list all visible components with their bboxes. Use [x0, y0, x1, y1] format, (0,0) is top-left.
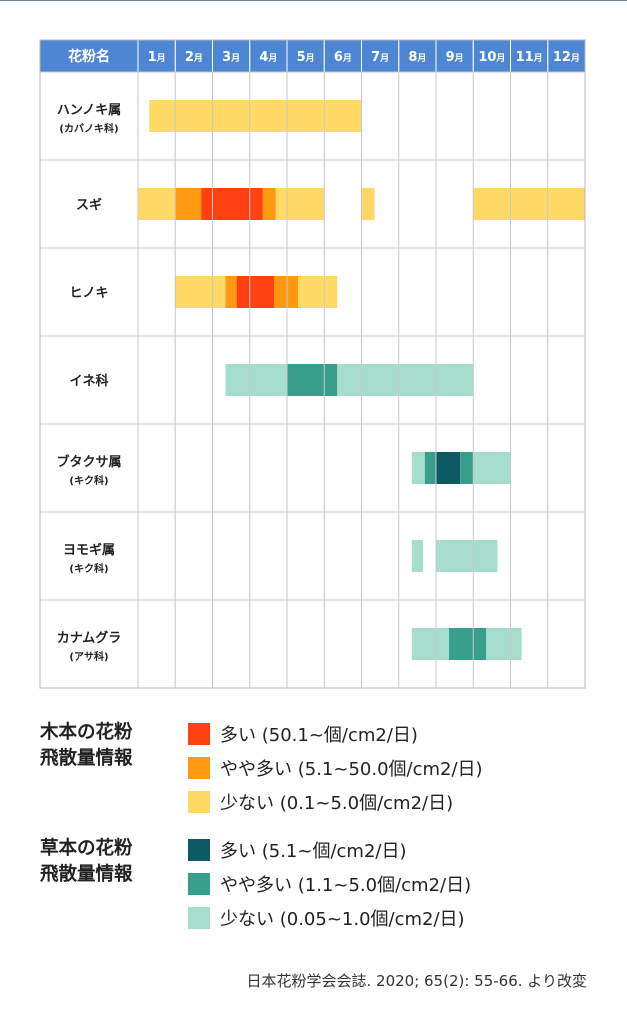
legend-swatch: [188, 791, 210, 813]
pollen-bar-segment: [460, 452, 474, 484]
row-sublabel: (キク科): [69, 562, 108, 575]
legend-grass-high: 多い (5.1~個/cm2/日): [188, 838, 407, 862]
top-divider: [0, 0, 627, 1]
legend-swatch: [188, 907, 210, 929]
month-tick-label: 1月: [148, 50, 166, 65]
month-tick-label: 10月: [478, 50, 505, 65]
month-tick-label: 2月: [185, 50, 203, 65]
month-tick-label: 4月: [259, 50, 277, 65]
legend-label: 多い (5.1~個/cm2/日): [220, 841, 407, 862]
row-sublabel: (カバノキ科): [59, 122, 118, 135]
month-tick-label: 12月: [553, 50, 580, 65]
row-label: ハンノキ属: [57, 103, 121, 118]
pollen-bar-segment: [138, 188, 176, 220]
pollen-bar-segment: [236, 276, 274, 308]
pollen-bar-segment: [473, 452, 511, 484]
row-label: スギ: [76, 197, 102, 213]
pollen-bar-segment: [473, 188, 585, 220]
row-label: ヒノキ: [69, 286, 108, 301]
legend-label: 多い (50.1~個/cm2/日): [220, 725, 418, 746]
month-tick-label: 11月: [516, 50, 543, 65]
month-tick-label: 7月: [371, 50, 389, 65]
legend-label: やや多い (5.1~50.0個/cm2/日): [220, 759, 483, 780]
legend-label: やや多い (1.1~5.0個/cm2/日): [220, 875, 472, 896]
month-tick-label: 6月: [334, 50, 352, 65]
legend-tree-high: 多い (50.1~個/cm2/日): [188, 722, 418, 746]
pollen-bar-segment: [273, 276, 299, 308]
row-sublabel: (アサ科): [69, 650, 108, 663]
month-tick-label: 3月: [222, 50, 240, 65]
legend-label: 少ない (0.05~1.0個/cm2/日): [220, 909, 465, 930]
row-sublabel: (キク科): [69, 474, 108, 487]
pollen-bar-segment: [201, 188, 263, 220]
source-citation: 日本花粉学会会誌. 2020; 65(2): 55-66. より改変: [246, 972, 587, 990]
legend-swatch: [188, 873, 210, 895]
legend-grass-title-line2: 飛散量情報: [40, 864, 133, 885]
legend-tree-title-line2: 飛散量情報: [40, 748, 133, 769]
legend-tree-title-line1: 木本の花粉: [40, 722, 133, 743]
month-tick-label: 9月: [446, 50, 464, 65]
legend-tree-mid: やや多い (5.1~50.0個/cm2/日): [188, 756, 483, 780]
pollen-bar-segment: [449, 628, 487, 660]
row-label: ブタクサ属: [56, 454, 121, 470]
row-label: カナムグラ: [57, 630, 122, 646]
pollen-bar-segment: [424, 452, 436, 484]
legend-swatch: [188, 757, 210, 779]
row-label: ヨモギ属: [63, 542, 115, 558]
pollen-bar-segment: [298, 276, 338, 308]
pollen-bar-segment: [225, 364, 287, 396]
pollen-bar-segment: [275, 188, 325, 220]
pollen-bar-segment: [436, 452, 461, 484]
legend-tree-low: 少ない (0.1~5.0個/cm2/日): [188, 790, 453, 814]
pollen-bar-segment: [361, 188, 375, 220]
pollen-bar-segment: [436, 540, 498, 572]
chart-border: [39, 39, 586, 689]
pollen-bar-segment: [175, 188, 202, 220]
header-bar: [40, 40, 585, 72]
pollen-bar-segment: [287, 364, 338, 396]
legend-grass-title-line1: 草本の花粉: [40, 838, 133, 859]
legend-grass-mid: やや多い (1.1~5.0個/cm2/日): [188, 872, 471, 896]
legend-grass-low: 少ない (0.05~1.0個/cm2/日): [188, 906, 465, 930]
row-label: イネ科: [69, 373, 108, 389]
pollen-bar-segment: [411, 540, 423, 572]
pollen-bar-segment: [411, 452, 425, 484]
header-pollen-name: 花粉名: [68, 48, 110, 65]
pollen-bar-segment: [175, 276, 226, 308]
pollen-bar-segment: [262, 188, 276, 220]
pollen-bar-segment: [337, 364, 474, 396]
legend-swatch: [188, 839, 210, 861]
month-tick-label: 5月: [297, 50, 315, 65]
pollen-bar-segment: [225, 276, 237, 308]
month-tick-label: 8月: [408, 50, 426, 65]
legend-swatch: [188, 723, 210, 745]
legend-label: 少ない (0.1~5.0個/cm2/日): [220, 793, 454, 814]
pollen-bar-segment: [411, 628, 450, 660]
pollen-bar-segment: [486, 628, 522, 660]
pollen-bar-segment: [149, 100, 362, 132]
